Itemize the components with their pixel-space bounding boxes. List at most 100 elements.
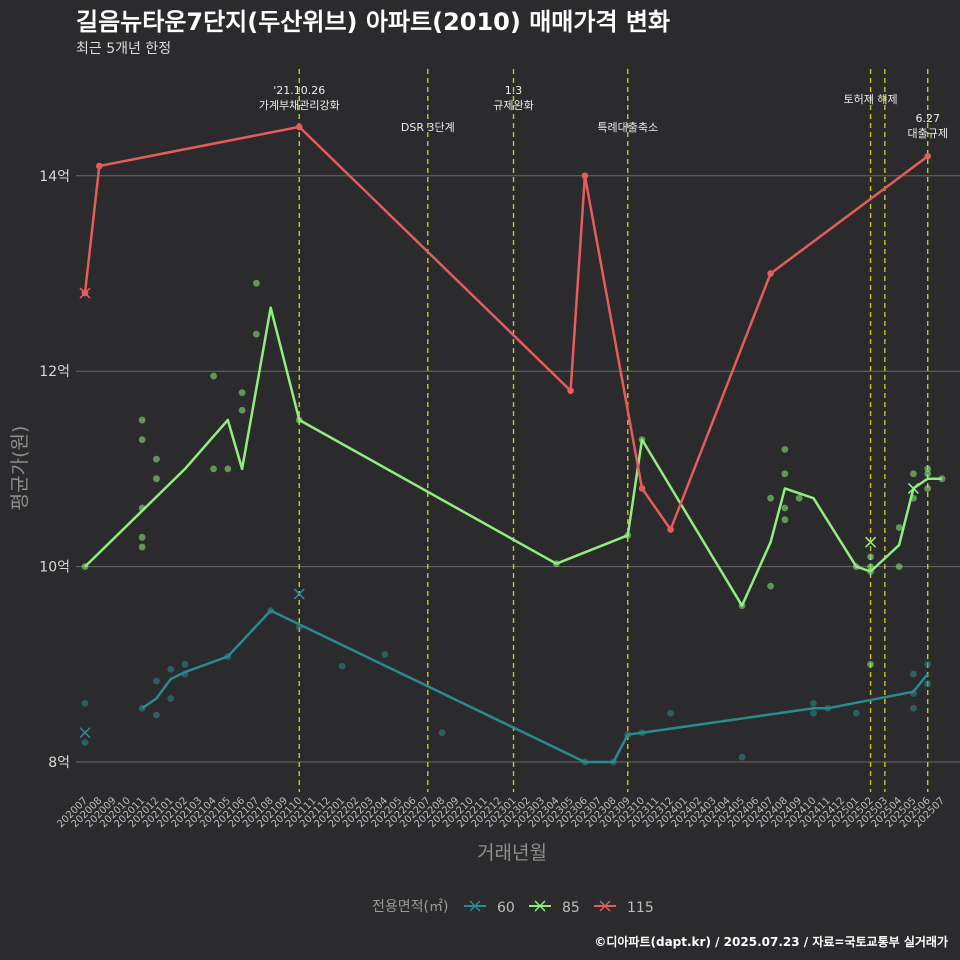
data-point xyxy=(153,677,160,685)
data-point xyxy=(738,753,746,761)
x-axis-title: 거래년월 xyxy=(477,842,547,864)
data-point xyxy=(253,279,260,287)
data-point xyxy=(153,711,160,719)
y-tick-label: 10억 xyxy=(39,560,70,576)
y-tick-label: 12억 xyxy=(39,364,70,380)
data-point xyxy=(253,330,260,338)
y-axis-title: 평균가(원) xyxy=(9,426,31,511)
legend-label: 115 xyxy=(627,900,654,916)
cross-marker xyxy=(79,727,91,739)
series-vertex xyxy=(667,526,674,533)
event-label: 특례대출축소 xyxy=(597,121,658,134)
data-point xyxy=(81,699,89,707)
data-point xyxy=(438,729,446,737)
series-lines xyxy=(81,123,942,764)
legend-item-115: 115 xyxy=(594,900,654,916)
cross-stroke xyxy=(293,588,305,600)
data-point xyxy=(81,739,89,746)
event-label: 규제완화 xyxy=(493,99,533,112)
series-vertex xyxy=(924,153,931,160)
legend-item-60: 60 xyxy=(464,900,515,916)
chart-title: 길음뉴타운7단지(두산위브) 아파트(2010) 매매가격 변화 xyxy=(76,8,670,36)
cross-stroke xyxy=(79,287,91,299)
data-point xyxy=(910,470,917,478)
data-point xyxy=(167,665,175,673)
y-axis-ticks: 8억 10억 12억 14억 xyxy=(39,169,70,771)
data-point xyxy=(224,465,232,473)
data-point xyxy=(138,416,146,424)
cross-stroke xyxy=(907,482,919,495)
data-point xyxy=(924,485,932,492)
event-label: '21.10.26 xyxy=(273,84,325,97)
data-point xyxy=(338,662,346,670)
data-point xyxy=(895,524,903,531)
series-line-85 xyxy=(84,306,942,607)
y-tick-label: 8억 xyxy=(48,755,70,771)
legend-item-85: 85 xyxy=(529,900,580,916)
data-point xyxy=(138,533,146,541)
y-tick-label: 14억 xyxy=(39,169,70,185)
legend-label: 85 xyxy=(562,900,580,916)
series-vertex xyxy=(296,123,303,131)
data-point xyxy=(781,504,789,512)
data-point xyxy=(781,516,789,524)
data-point xyxy=(138,436,146,443)
data-point xyxy=(867,553,874,561)
x-axis-ticks: 2020072020082020092020102020112020122021… xyxy=(55,795,947,830)
event-label: 6.27 xyxy=(915,112,940,125)
event-label: 대출규제 xyxy=(907,127,947,140)
cross-marker xyxy=(907,482,919,495)
series-vertex xyxy=(767,270,774,277)
gridlines xyxy=(76,175,960,763)
legend-cross xyxy=(469,900,481,912)
event-label: DSR 3단계 xyxy=(401,121,455,134)
data-point xyxy=(781,470,789,478)
series-line-60 xyxy=(141,609,929,764)
series-vertex xyxy=(567,387,574,394)
event-label: 토허제 해제 xyxy=(844,92,898,106)
chart-subtitle: 최근 5개년 한정 xyxy=(76,41,171,57)
event-label: 1.3 xyxy=(505,84,523,97)
data-point xyxy=(924,470,932,478)
cross-marker xyxy=(79,287,91,299)
caption: ©디아파트(dapt.kr) / 2025.07.23 / 자료=국토교통부 실… xyxy=(594,934,948,949)
data-point xyxy=(767,582,774,590)
event-label: 가계부채관리강화 xyxy=(259,99,340,112)
data-point xyxy=(210,372,217,380)
legend-title: 전용면적(㎡) xyxy=(372,899,448,915)
series-vertex xyxy=(96,162,103,170)
legend: 전용면적(㎡) 60 85 115 xyxy=(372,899,654,916)
series-vertex xyxy=(581,172,589,179)
data-point xyxy=(381,651,389,658)
cross-stroke xyxy=(865,536,877,548)
legend-cross xyxy=(534,900,546,912)
data-point xyxy=(138,543,146,551)
data-point xyxy=(767,494,774,502)
cross-markers xyxy=(79,287,919,739)
data-point xyxy=(852,709,860,717)
data-point xyxy=(210,465,217,473)
data-point xyxy=(238,389,246,397)
data-point xyxy=(810,709,817,717)
data-point xyxy=(795,494,803,502)
data-point xyxy=(924,680,932,688)
data-point xyxy=(181,660,189,668)
series-vertex xyxy=(638,485,646,492)
data-point xyxy=(924,465,932,473)
data-point xyxy=(910,670,917,678)
cross-marker xyxy=(293,588,305,600)
data-point xyxy=(153,455,160,463)
data-points xyxy=(81,123,946,766)
data-point xyxy=(910,704,917,712)
data-point xyxy=(895,563,903,570)
data-point xyxy=(867,660,874,668)
data-point xyxy=(153,475,160,483)
cross-marker xyxy=(865,536,877,548)
data-point xyxy=(238,406,246,414)
data-point xyxy=(781,445,789,453)
data-point xyxy=(167,695,175,702)
legend-label: 60 xyxy=(497,900,515,916)
cross-stroke xyxy=(79,727,91,739)
